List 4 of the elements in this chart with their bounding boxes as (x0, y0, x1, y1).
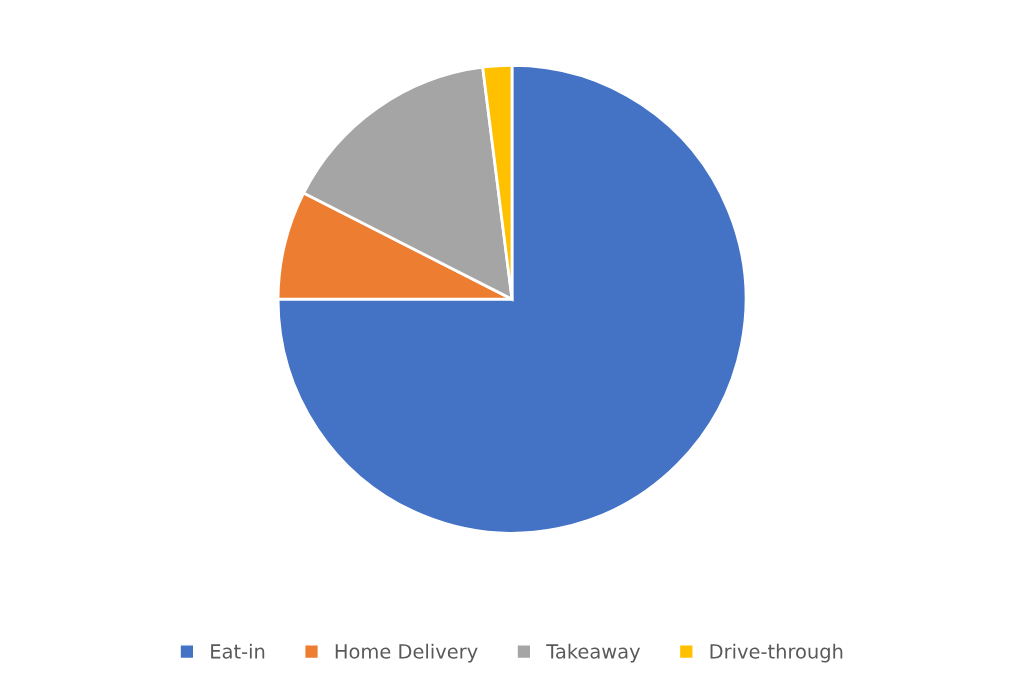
legend-label: Eat-in (211, 643, 265, 659)
legend-label: Drive-through (710, 643, 843, 663)
legend-label: Home Delivery (335, 643, 478, 663)
legend-label: Takeaway (546, 643, 641, 663)
